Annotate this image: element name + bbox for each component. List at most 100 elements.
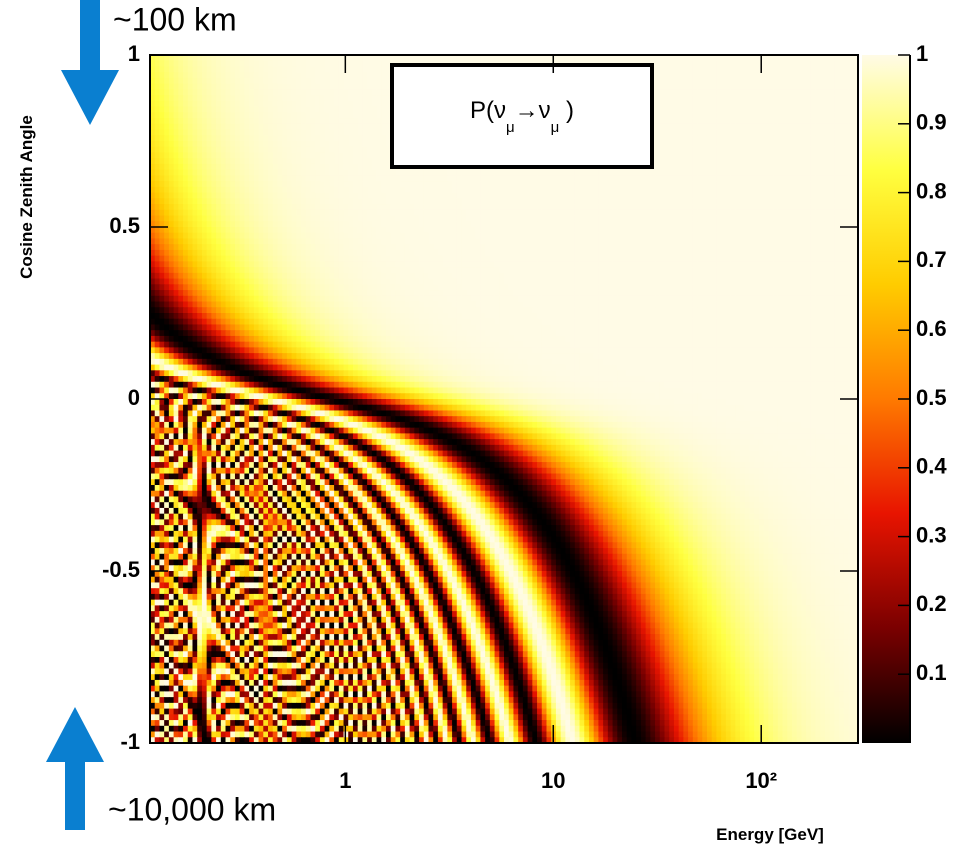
heatmap-cell	[584, 238, 589, 244]
heatmap-cell	[764, 198, 769, 204]
heatmap-cell	[551, 175, 556, 181]
heatmap-cell	[806, 147, 811, 153]
heatmap-cell	[362, 147, 367, 153]
heatmap-cell	[259, 152, 264, 158]
heatmap-cell	[192, 175, 197, 181]
heatmap-cell	[306, 118, 311, 124]
heatmap-cell	[240, 107, 245, 113]
heatmap-cell	[339, 89, 344, 95]
heatmap-cell	[292, 72, 297, 78]
heatmap-cell	[537, 216, 542, 222]
heatmap-cell	[414, 216, 419, 222]
heatmap-cell	[277, 72, 282, 78]
heatmap-cell	[249, 187, 254, 193]
heatmap-cell	[282, 147, 287, 153]
heatmap-cell	[504, 238, 509, 244]
heatmap-cell	[183, 198, 188, 204]
heatmap-cell	[575, 198, 580, 204]
heatmap-cell	[362, 130, 367, 136]
heatmap-cell	[664, 152, 669, 158]
heatmap-cell	[561, 175, 566, 181]
heatmap-cell	[169, 193, 174, 199]
heatmap-cell	[447, 238, 452, 244]
heatmap-cell	[712, 61, 717, 67]
heatmap-cell	[462, 187, 467, 193]
heatmap-cell	[216, 181, 221, 187]
heatmap-cell	[362, 238, 367, 244]
heatmap-cell	[806, 227, 811, 233]
heatmap-cell	[712, 112, 717, 118]
heatmap-cell	[381, 158, 386, 164]
heatmap-cell	[372, 72, 377, 78]
heatmap-cell	[221, 170, 226, 176]
heatmap-cell	[178, 135, 183, 141]
heatmap-cell	[712, 141, 717, 147]
heatmap-cell	[263, 198, 268, 204]
heatmap-cell	[542, 204, 547, 210]
heatmap-cell	[693, 158, 698, 164]
heatmap-cell	[268, 233, 273, 239]
heatmap-cell	[296, 158, 301, 164]
heatmap-cell	[806, 84, 811, 90]
heatmap-cell	[561, 233, 566, 239]
heatmap-cell	[344, 147, 349, 153]
heatmap-cell	[787, 204, 792, 210]
heatmap-cell	[457, 233, 462, 239]
heatmap-cell	[202, 107, 207, 113]
heatmap-cell	[570, 227, 575, 233]
heatmap-cell	[820, 101, 825, 107]
heatmap-cell	[787, 147, 792, 153]
heatmap-cell	[174, 198, 179, 204]
heatmap-cell	[735, 221, 740, 227]
heatmap-cell	[570, 210, 575, 216]
heatmap-cell	[480, 227, 485, 233]
heatmap-cell	[811, 152, 816, 158]
heatmap-cell	[249, 72, 254, 78]
heatmap-cell	[721, 72, 726, 78]
heatmap-cell	[433, 193, 438, 199]
heatmap-cell	[433, 187, 438, 193]
heatmap-cell	[528, 221, 533, 227]
heatmap-cell	[377, 135, 382, 141]
heatmap-cell	[764, 89, 769, 95]
heatmap-cell	[202, 175, 207, 181]
heatmap-cell	[480, 216, 485, 222]
heatmap-cell	[787, 66, 792, 72]
heatmap-cell	[235, 158, 240, 164]
heatmap-cell	[381, 124, 386, 130]
heatmap-cell	[683, 181, 688, 187]
heatmap-cell	[320, 233, 325, 239]
heatmap-cell	[277, 135, 282, 141]
heatmap-cell	[499, 181, 504, 187]
heatmap-cell	[358, 78, 363, 84]
heatmap-cell	[329, 198, 334, 204]
heatmap-cell	[551, 216, 556, 222]
heatmap-cell	[226, 170, 231, 176]
heatmap-cell	[801, 233, 806, 239]
heatmap-cell	[702, 204, 707, 210]
heatmap-cell	[348, 101, 353, 107]
heatmap-cell	[221, 193, 226, 199]
heatmap-cell	[164, 135, 169, 141]
heatmap-cell	[240, 78, 245, 84]
heatmap-cell	[622, 193, 627, 199]
heatmap-cell	[216, 216, 221, 222]
heatmap-cell	[726, 187, 731, 193]
heatmap-cell	[735, 112, 740, 118]
heatmap-cell	[410, 221, 415, 227]
heatmap-cell	[773, 95, 778, 101]
heatmap-cell	[230, 227, 235, 233]
heatmap-cell	[532, 227, 537, 233]
heatmap-cell	[754, 89, 759, 95]
heatmap-cell	[183, 78, 188, 84]
heatmap-cell	[617, 198, 622, 204]
heatmap-cell	[372, 101, 377, 107]
heatmap-cell	[174, 95, 179, 101]
heatmap-cell	[438, 187, 443, 193]
heatmap-cell	[367, 112, 372, 118]
heatmap-cell	[292, 118, 297, 124]
heatmap-cell	[159, 135, 164, 141]
heatmap-cell	[419, 187, 424, 193]
heatmap-cell	[542, 193, 547, 199]
heatmap-cell	[235, 170, 240, 176]
